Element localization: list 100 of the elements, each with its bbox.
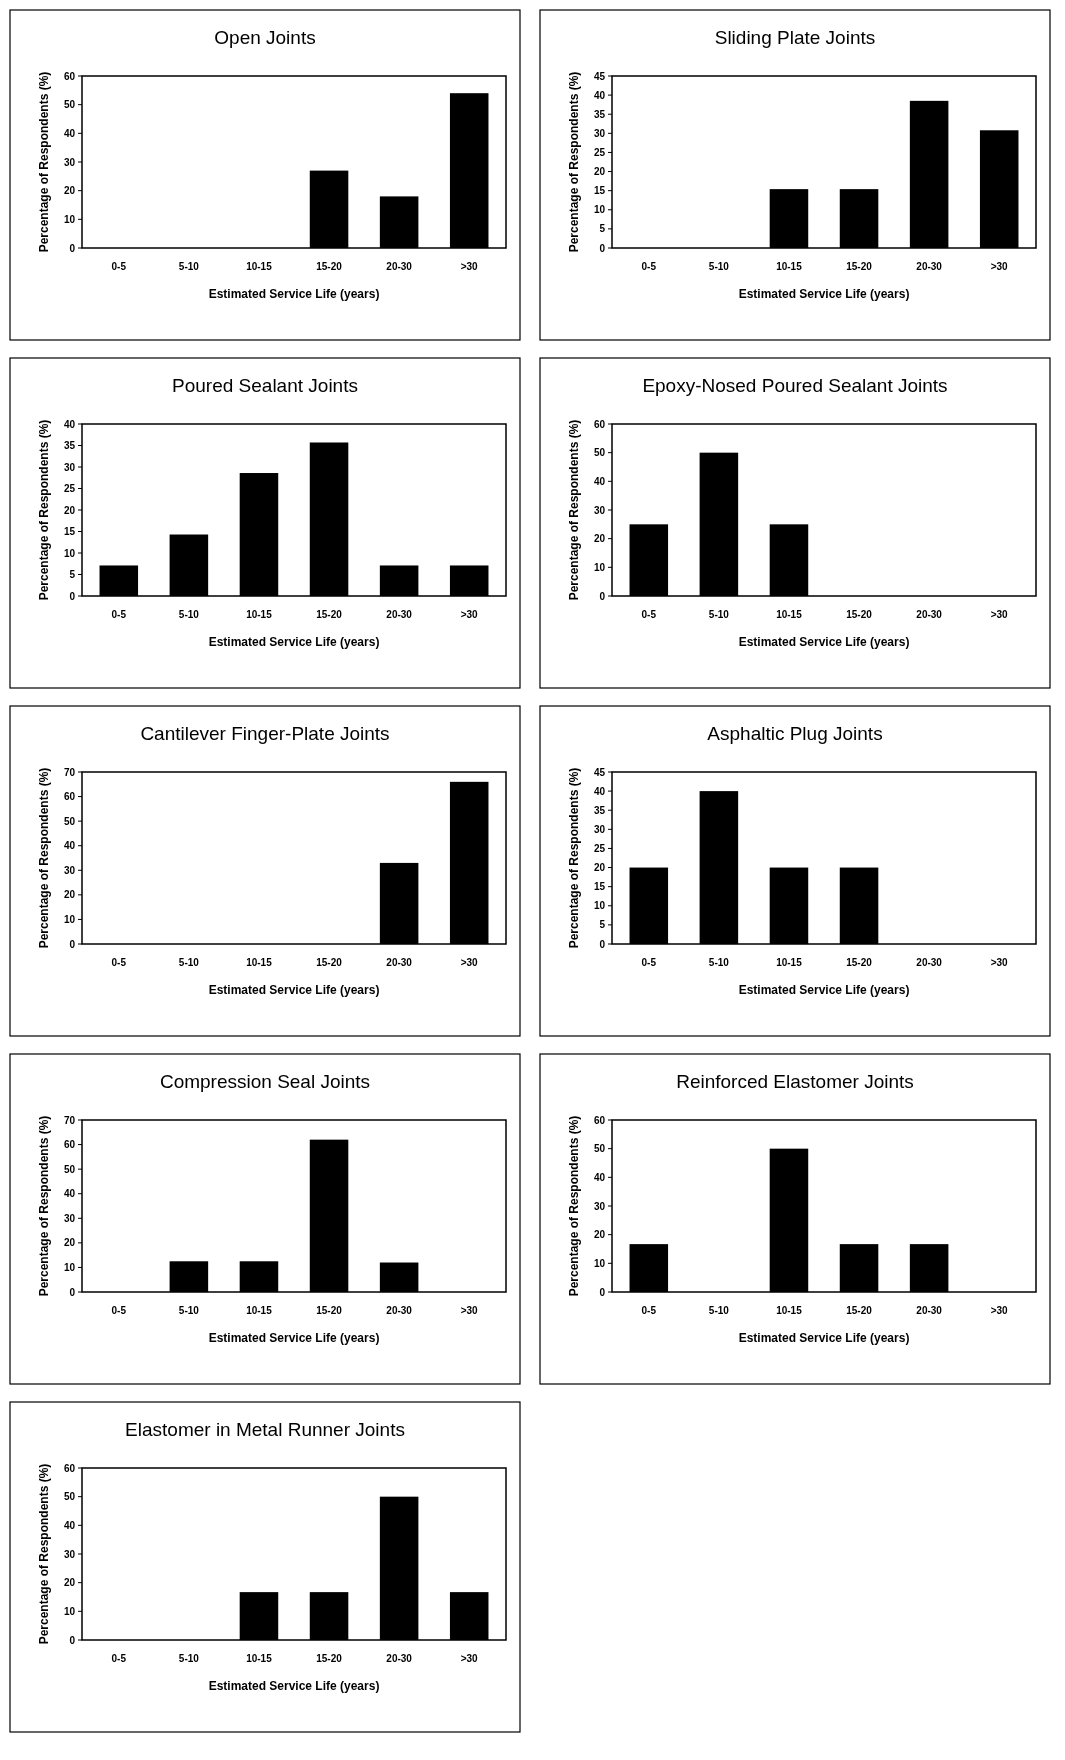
x-tick-label: 10-15 [776,957,803,968]
y-tick-label: 25 [63,483,76,494]
x-tick-label: 10-15 [246,1653,273,1664]
y-axis-title: Percentage of Respondents (%) [567,71,581,253]
x-tick-label: >30 [460,261,479,272]
y-tick-label: 10 [593,900,606,912]
y-tick-label: 30 [63,864,76,876]
x-tick-label: 20-30 [386,1305,413,1316]
x-tick-label: >30 [460,1305,479,1316]
x-tick-label: 5-10 [178,957,200,968]
x-tick-label: >30 [990,957,1009,968]
y-tick-label: 40 [63,127,76,139]
x-tick-label: >30 [990,1305,1009,1316]
x-tick-label: 20-30 [386,261,413,272]
chart-title: Reinforced Elastomer Joints [676,1071,914,1092]
y-tick-label: 0 [599,1286,606,1298]
y-tick-label: 35 [593,108,606,120]
y-tick-label: 10 [63,547,76,559]
x-axis-title: Estimated Service Life (years) [208,1331,380,1345]
y-tick-label: 0 [599,938,606,950]
x-tick-label: 0-5 [641,1305,657,1316]
y-axis-title: Percentage of Respondents (%) [567,767,581,949]
x-tick-label: 0-5 [111,957,127,968]
y-tick-label: 10 [63,1605,76,1617]
x-axis-title: Estimated Service Life (years) [738,1331,910,1345]
x-tick-label: 10-15 [246,1305,273,1316]
y-tick-label: 20 [63,1577,76,1589]
y-tick-label: 40 [63,418,76,430]
y-tick-label: 30 [63,156,76,168]
y-tick-label: 10 [63,1261,76,1273]
x-tick-label: 15-20 [846,1305,873,1316]
y-tick-label: 35 [63,440,76,451]
x-tick-label: 5-10 [708,1305,730,1316]
x-axis-title: Estimated Service Life (years) [208,983,380,997]
y-tick-label: 50 [63,1163,76,1175]
x-tick-label: 10-15 [776,1305,803,1316]
x-axis-title: Estimated Service Life (years) [208,287,380,301]
y-tick-label: 15 [63,526,76,537]
y-tick-label: 5 [599,223,606,235]
y-tick-label: 0 [69,1634,76,1646]
x-tick-label: 5-10 [708,261,730,272]
x-tick-label: 20-30 [916,261,943,272]
y-tick-label: 40 [593,475,606,487]
x-tick-label: 5-10 [178,1305,200,1316]
y-tick-label: 20 [593,1229,606,1241]
x-tick-label: >30 [460,1653,479,1664]
x-tick-label: >30 [990,609,1009,620]
x-tick-label: 5-10 [178,261,200,272]
x-tick-label: 0-5 [641,957,657,968]
x-tick-label: 15-20 [846,957,873,968]
x-tick-label: 20-30 [386,957,413,968]
y-tick-label: 15 [593,881,606,893]
y-tick-label: 10 [593,561,606,573]
x-tick-label: 15-20 [316,261,343,272]
y-tick-label: 20 [593,862,606,874]
x-tick-label: 0-5 [641,261,657,272]
x-tick-label: 0-5 [641,609,657,620]
x-tick-label: 15-20 [846,609,873,620]
chart-title: Epoxy-Nosed Poured Sealant Joints [642,375,948,396]
chart-title: Cantilever Finger-Plate Joints [140,723,390,744]
y-tick-label: 5 [599,919,606,931]
x-tick-label: 5-10 [178,609,200,620]
x-tick-label: 5-10 [178,1653,200,1664]
y-tick-label: 30 [593,127,606,139]
y-tick-label: 50 [63,99,76,111]
y-tick-label: 40 [63,1188,76,1200]
x-tick-label: 20-30 [916,1305,943,1316]
chart-title: Sliding Plate Joints [714,27,876,48]
x-axis-title: Estimated Service Life (years) [208,635,380,649]
y-axis-title: Percentage of Respondents (%) [37,1463,51,1645]
y-tick-label: 25 [593,146,606,158]
y-tick-label: 30 [593,823,606,835]
y-tick-label: 0 [69,590,76,602]
chart-title: Compression Seal Joints [159,1071,371,1092]
x-tick-label: 10-15 [776,261,803,272]
chart-title: Elastomer in Metal Runner Joints [125,1419,405,1440]
x-axis-title: Estimated Service Life (years) [738,635,910,649]
y-tick-label: 10 [593,204,606,216]
y-tick-label: 40 [63,1519,76,1531]
x-axis-title: Estimated Service Life (years) [738,983,910,997]
y-tick-label: 0 [69,938,76,950]
y-tick-label: 50 [593,1143,606,1155]
y-tick-label: 20 [63,185,76,197]
y-tick-label: 10 [63,213,76,225]
y-tick-label: 60 [63,70,76,82]
y-tick-label: 35 [593,804,606,816]
y-tick-label: 50 [593,447,606,459]
y-tick-label: 30 [593,1200,606,1212]
y-tick-label: 20 [63,889,76,901]
y-axis-title: Percentage of Respondents (%) [37,419,51,601]
y-tick-label: 30 [63,1548,76,1560]
y-tick-label: 10 [593,1257,606,1269]
x-tick-label: >30 [990,261,1009,272]
chart-title: Open Joints [214,27,316,48]
x-tick-label: 15-20 [316,957,343,968]
x-tick-label: 20-30 [916,957,943,968]
y-tick-label: 60 [63,791,76,803]
x-axis-title: Estimated Service Life (years) [208,1679,380,1693]
x-tick-label: >30 [460,957,479,968]
y-tick-label: 40 [593,89,606,101]
